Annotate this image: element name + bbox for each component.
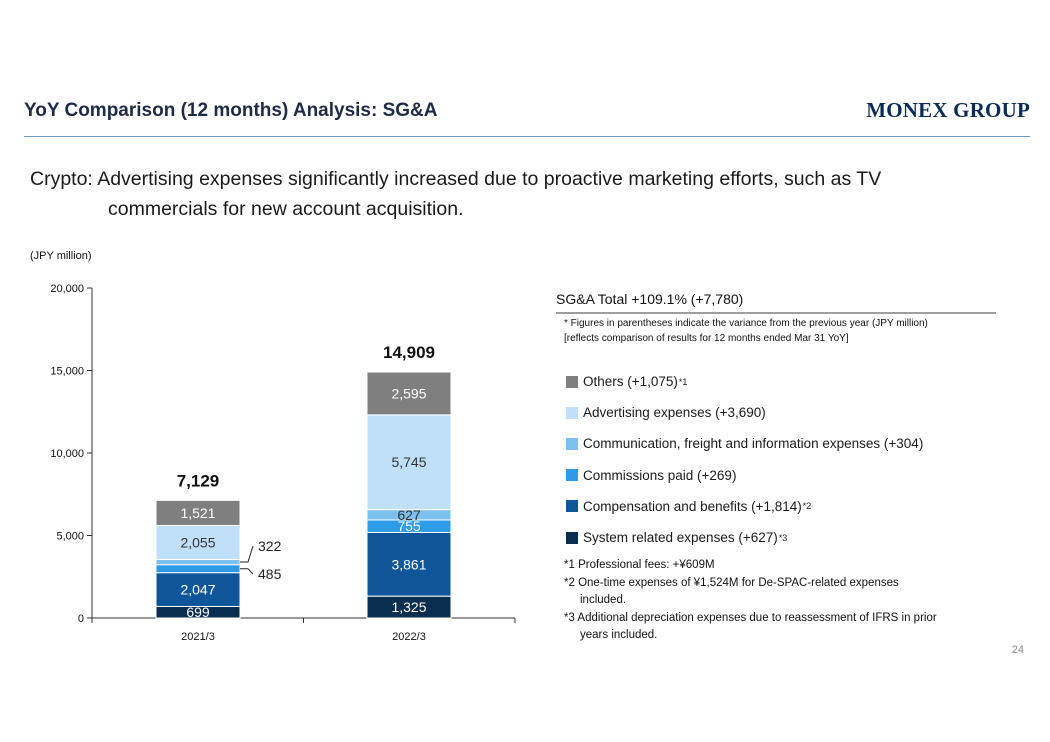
legend-item-commissions: Commissions paid (+269) [566,460,923,491]
data-label: 322 [258,538,282,554]
bar-segment-compensation [155,572,241,607]
headline-line-2: commercials for new account acquisition. [108,198,464,220]
page-title: YoY Comparison (12 months) Analysis: SG&… [24,100,438,121]
legend-label: Others (+1,075) [583,374,678,390]
data-label: 2,055 [180,534,215,550]
bar-total-label: 7,129 [177,471,220,490]
brand-logo: MONEX GROUP [866,98,1030,122]
data-label: 1,521 [180,505,215,521]
data-label: 5,745 [391,454,426,470]
legend-divider [556,312,996,314]
data-label: 699 [186,604,210,620]
title-divider [24,136,1030,137]
footnote-2-cont: included. [580,594,627,606]
y-tick-label: 15,000 [50,366,84,378]
bar-segment-others [155,499,241,526]
legend-label: Commissions paid (+269) [583,467,737,483]
y-tick-label: 10,000 [50,448,84,460]
data-label: 2,047 [180,582,215,598]
legend-label: Communication, freight and information e… [583,436,924,452]
legend-swatch [566,406,578,419]
leader-line [240,545,254,563]
legend-footnote-ref: *2 [802,501,812,512]
data-label: 755 [397,518,421,534]
legend-title: SG&A Total +109.1% (+7,780) [556,291,744,307]
y-tick-label: 5,000 [56,531,84,543]
x-tick-label: 2022/3 [392,631,426,643]
legend-note-line-1: * Figures in parentheses indicate the va… [564,318,928,329]
legend-note: * Figures in parentheses indicate the va… [564,316,928,346]
legend: Others (+1,075) *1 Advertising expenses … [566,366,923,553]
legend-label: Advertising expenses (+3,690) [583,405,766,421]
bar-total-label: 14,909 [383,343,435,362]
legend-swatch [566,437,578,450]
bar-segment-compensation [366,531,452,597]
footnote-1: *1 Professional fees: +¥609M [564,559,715,571]
legend-item-advertising: Advertising expenses (+3,690) [566,397,923,428]
leader-line [240,568,254,575]
legend-label: System related expenses (+627) [583,530,778,546]
y-tick-label: 0 [78,613,84,625]
data-label: 3,861 [391,556,426,572]
legend-swatch [566,531,578,544]
bar-segment-commissions [155,564,241,574]
x-tick-label: 2021/3 [181,631,215,643]
footnote-3: *3 Additional depreciation expenses due … [564,611,937,624]
legend-footnote-ref: *1 [678,376,688,387]
bar-segment-advertising [366,414,452,511]
legend-swatch [566,469,578,482]
legend-item-system: System related expenses (+627) *3 [566,522,923,553]
legend-swatch [566,375,578,388]
headline-line-1: Crypto: Advertising expenses significant… [30,168,882,190]
headline: Crypto: Advertising expenses significant… [30,164,1020,224]
bar-segment-communication [155,558,241,566]
bar-segment-others [366,371,452,416]
legend-item-communication: Communication, freight and information e… [566,428,923,459]
legend-swatch [566,500,578,513]
footnote-3-cont: years included. [580,629,658,641]
legend-item-others: Others (+1,075) *1 [566,366,923,397]
data-label: 1,325 [391,599,426,615]
legend-label: Compensation and benefits (+1,814) [583,498,802,514]
data-label: 2,595 [391,385,426,401]
data-label: 627 [397,507,421,523]
legend-item-compensation: Compensation and benefits (+1,814) *2 [566,491,923,522]
page-number: 24 [1011,644,1024,656]
footnote-2: *2 One-time expenses of ¥1,524M for De-S… [564,576,899,589]
data-label: 485 [258,566,282,582]
legend-note-line-2: [reflects comparison of results for 12 m… [564,333,849,344]
legend-footnote-ref: *3 [778,532,788,543]
y-tick-label: 20,000 [50,283,84,295]
footnotes: *1 Professional fees: +¥609M *2 One-time… [564,557,937,645]
sga-stacked-bar-chart: 0 5,000 10,000 15,000 20,000 699 2,047 485 322 2,… [50,283,516,643]
chart-unit-label: (JPY million) [30,250,92,262]
